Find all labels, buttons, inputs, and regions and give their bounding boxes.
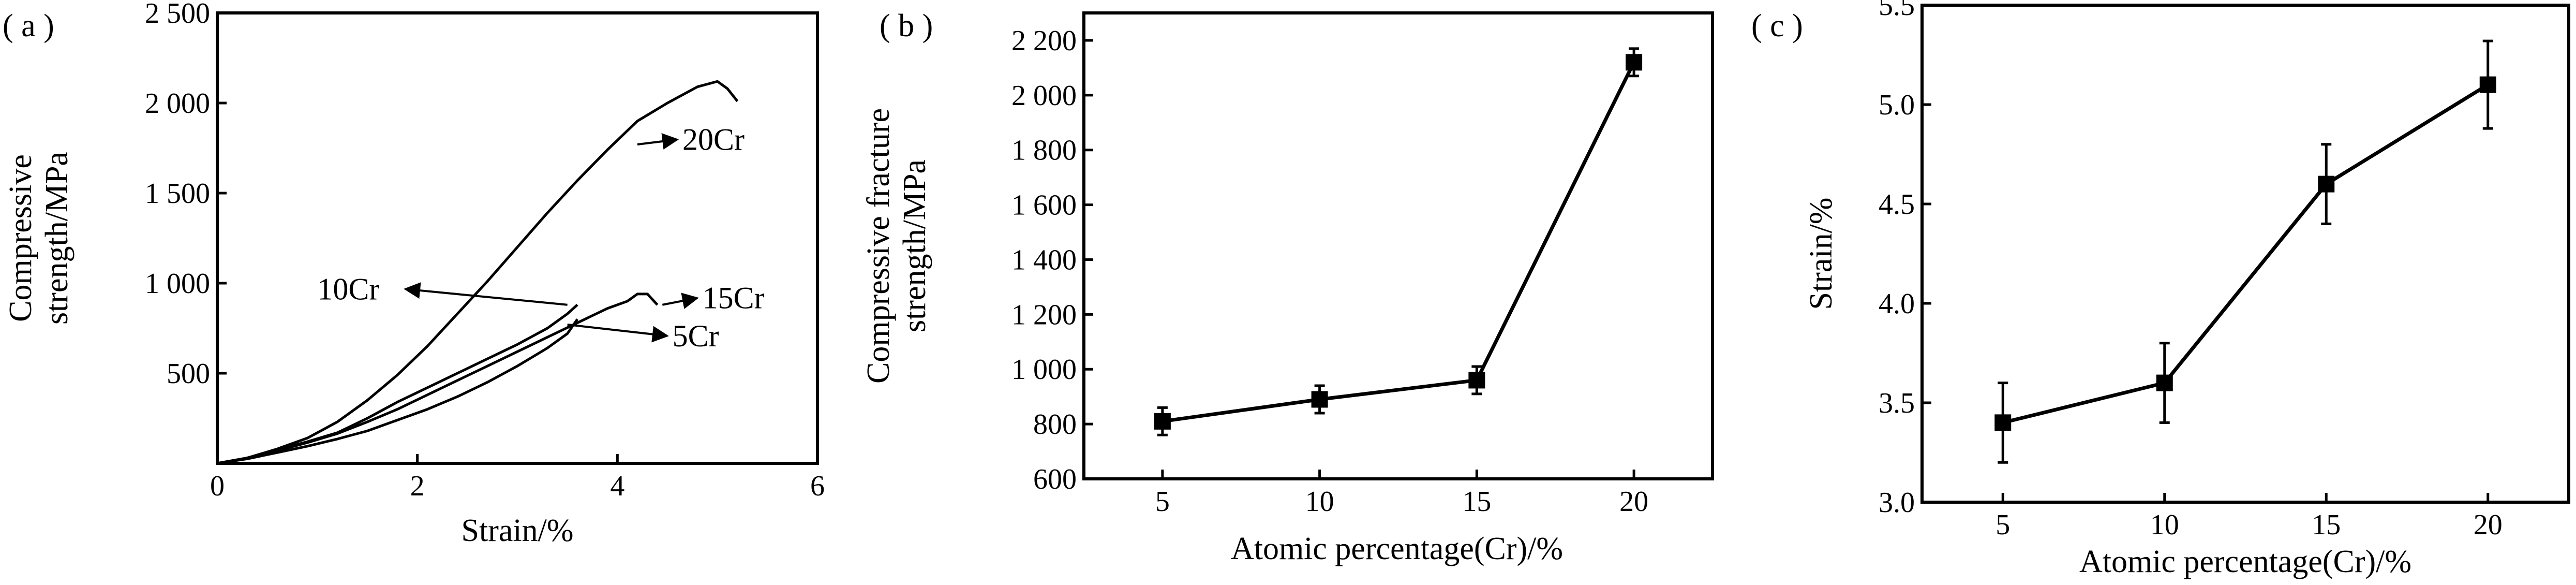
panel-c-data-point [2479, 76, 2496, 93]
panel-c-y-tick-label: 4.5 [1879, 188, 1915, 221]
panel-a-x-tick-label: 2 [410, 470, 425, 502]
panel-c-x-tick-label: 15 [2312, 509, 2341, 541]
annotation-arrow-15cr [662, 292, 699, 309]
panel-c-y-tick-label: 3.0 [1879, 487, 1915, 519]
panel-b-y-axis-label-line1: Compressive fracture [861, 108, 896, 384]
panel-b-y-tick-label: 2 200 [1011, 25, 1077, 57]
panel-a: ( a ) 0 2 4 6 500 1 000 1 500 2 000 2 500 20Cr 10… [3, 0, 825, 548]
panel-c-y-axis-label: Strain/% [1804, 198, 1839, 310]
series-line-15cr [217, 292, 659, 465]
series-line-10cr [217, 303, 578, 465]
annotation-label-15cr: 15Cr [703, 281, 765, 315]
panel-a-label: ( a ) [3, 8, 54, 43]
panel-c-x-axis-label: Atomic percentage(Cr)/% [2079, 544, 2411, 579]
annotation-arrow-10cr [404, 282, 568, 306]
panel-b-data-point [1154, 413, 1171, 430]
panel-a-x-tick-label: 4 [610, 470, 624, 502]
panel-c-y-tick-label: 5.0 [1879, 89, 1915, 121]
panel-b-y-tick-label: 600 [1033, 463, 1077, 495]
panel-b-x-tick-label: 10 [1305, 486, 1334, 518]
panel-a-y-tick-label: 500 [167, 358, 210, 390]
panel-b-y-tick-label: 1 400 [1011, 244, 1077, 276]
panel-b-data-point [1626, 54, 1643, 71]
panel-b-y-tick-label: 1 800 [1011, 135, 1077, 167]
panel-b-y-tick-label: 2 000 [1011, 80, 1077, 112]
panel-b-y-tick-label: 1 000 [1011, 354, 1077, 386]
panel-b-x-tick-label: 15 [1462, 486, 1491, 518]
panel-c-x-tick-label: 5 [1996, 509, 2010, 541]
panel-b-ticks: 5 10 15 20 600 800 1 000 1 200 1 400 1 600 1 800 2 … [1011, 25, 1648, 518]
panel-c-data-point [2318, 176, 2335, 193]
panel-c-x-tick-label: 20 [2474, 509, 2503, 541]
annotation-label-5cr: 5Cr [673, 319, 719, 353]
panel-c-data-point [1994, 414, 2012, 431]
panel-c-ticks: 5 10 15 20 3.0 3.5 4.0 4.5 5.0 5.5 [1879, 0, 2503, 541]
panel-b-series [1154, 47, 1643, 436]
series-line-5cr [217, 318, 579, 465]
panel-b-y-tick-label: 1 200 [1011, 299, 1077, 331]
panel-c-x-tick-label: 10 [2150, 509, 2179, 541]
annotation-arrow-20cr [637, 133, 679, 150]
panel-a-y-tick-label: 2 000 [145, 87, 210, 120]
panel-b-data-point [1311, 391, 1328, 408]
panel-a-frame [216, 11, 819, 465]
panel-c-series-line [2002, 83, 2489, 425]
panel-b-x-tick-label: 20 [1619, 486, 1648, 518]
panel-c-y-tick-label: 5.5 [1879, 0, 1915, 22]
panel-a-x-tick-label: 6 [810, 470, 825, 502]
panel-b-x-tick-label: 5 [1155, 486, 1170, 518]
panel-c: ( c ) 5 10 15 20 3.0 3.5 4.0 4.5 5.0 5.5 Atomic p… [1751, 0, 2570, 579]
panel-b-y-tick-label: 1 600 [1011, 189, 1077, 222]
panel-b-frame [1082, 11, 1714, 480]
series-line-20cr [217, 80, 739, 465]
panel-a-annotations: 20Cr 10Cr 15Cr 5Cr [317, 122, 764, 353]
panel-b-x-axis-label: Atomic percentage(Cr)/% [1231, 531, 1563, 566]
panel-a-y-tick-label: 1 000 [145, 268, 210, 300]
panel-a-y-axis-label-line1: Compressive [3, 154, 38, 322]
panel-a-y-axis-label-line2: strength/MPa [39, 152, 75, 325]
panel-a-x-tick-label: 0 [210, 470, 225, 502]
panel-a-series [217, 80, 739, 465]
panel-c-data-point [2156, 374, 2173, 391]
panel-b-y-tick-label: 800 [1033, 408, 1077, 441]
panel-c-y-tick-label: 4.0 [1879, 288, 1915, 320]
panel-a-y-tick-label: 2 500 [145, 0, 210, 30]
panel-c-frame [1920, 4, 2570, 504]
panel-c-series [1994, 39, 2496, 464]
panel-b: ( b ) 5 10 15 20 600 800 1 000 1 200 1 400 1 600 1… [861, 8, 1714, 566]
panel-c-y-tick-label: 3.5 [1879, 387, 1915, 419]
annotation-arrow-5cr [567, 324, 669, 343]
annotation-label-20cr: 20Cr [682, 122, 744, 156]
panel-a-x-axis-label: Strain/% [461, 513, 574, 548]
panel-b-series-line [1162, 61, 1636, 423]
panel-b-label: ( b ) [880, 8, 933, 43]
panel-b-y-axis-label-line2: strength/MPa [897, 159, 932, 332]
panel-a-ticks: 0 2 4 6 500 1 000 1 500 2 000 2 500 [145, 0, 825, 502]
panel-c-label: ( c ) [1751, 8, 1803, 43]
annotation-label-10cr: 10Cr [317, 272, 379, 306]
panel-a-y-tick-label: 1 500 [145, 178, 210, 210]
panel-b-data-point [1468, 372, 1485, 389]
